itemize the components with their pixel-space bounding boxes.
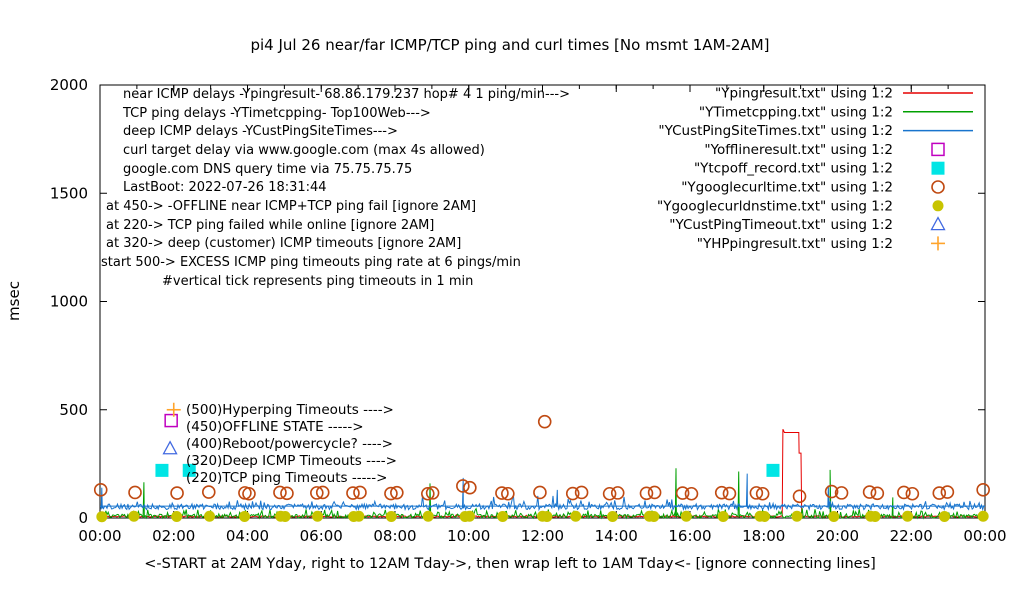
x-tick-label: 06:00 bbox=[300, 527, 343, 545]
legend-label: "YCustPingSiteTimes.txt" using 1:2 bbox=[658, 123, 893, 139]
note-line: LastBoot: 2022-07-26 18:31:44 bbox=[123, 180, 327, 195]
level-labels: (500)Hyperping Timeouts ---->(450)OFFLIN… bbox=[186, 402, 397, 486]
markers-Ytcpoff_record bbox=[155, 463, 780, 477]
markers-Ygooglecurltime bbox=[93, 414, 990, 504]
axes: 00:00 02:00 04:00 06:00 08:00 10:00 12:00 14:00… bbox=[50, 76, 1007, 545]
note-line: start 500-> EXCESS ICMP ping timeouts pi… bbox=[101, 255, 521, 270]
x-tick-label: 00:00 bbox=[78, 527, 121, 545]
legend-label: "Ygooglecurldnstime.txt" using 1:2 bbox=[657, 198, 893, 214]
level-label: (220)TCP ping Timeouts -----> bbox=[186, 470, 388, 486]
level-label: (500)Hyperping Timeouts ----> bbox=[186, 402, 394, 418]
y-tick-label: 0 bbox=[78, 509, 88, 527]
legend-label: "YCustPingTimeout.txt" using 1:2 bbox=[669, 217, 893, 233]
x-tick-label: 10:00 bbox=[447, 527, 490, 545]
x-tick-label: 12:00 bbox=[521, 527, 564, 545]
note-line: google.com DNS query time via 75.75.75.7… bbox=[123, 162, 412, 177]
x-tick-label: 22:00 bbox=[890, 527, 933, 545]
markers-YHPpingresult bbox=[166, 402, 181, 417]
x-axis-caption: <-START at 2AM Yday, right to 12AM Tday-… bbox=[144, 556, 876, 572]
x-tick-label: 04:00 bbox=[226, 527, 269, 545]
legend-label: "YTimetcpping.txt" using 1:2 bbox=[699, 104, 893, 120]
note-line: TCP ping delays -YTimetcpping- Top100Web… bbox=[122, 106, 431, 121]
legend: "Ypingresult.txt" using 1:2 "YTimetcpping… bbox=[657, 86, 973, 252]
y-tick-label: 1500 bbox=[50, 184, 88, 202]
level-label: (450)OFFLINE STATE -----> bbox=[186, 419, 364, 435]
x-tick-label: 08:00 bbox=[373, 527, 416, 545]
legend-label: "Ytcpoff_record.txt" using 1:2 bbox=[694, 161, 893, 177]
note-line: at 320-> deep (customer) ICMP timeouts [… bbox=[106, 236, 461, 251]
level-label: (400)Reboot/powercycle? ----> bbox=[186, 436, 393, 452]
markers-YCustPingTimeout bbox=[162, 440, 178, 455]
x-tick-label: 14:00 bbox=[595, 527, 638, 545]
note-line: #vertical tick represents ping timeouts … bbox=[162, 274, 473, 289]
note-line: near ICMP delays -Ypingresult- 68.86.179… bbox=[123, 87, 570, 102]
note-line: at 450-> -OFFLINE near ICMP+TCP ping fai… bbox=[106, 199, 476, 214]
note-line: at 220-> TCP ping failed while online [i… bbox=[106, 218, 434, 233]
legend-label: "Ypingresult.txt" using 1:2 bbox=[715, 86, 893, 102]
notes-block: near ICMP delays -Ypingresult- 68.86.179… bbox=[101, 87, 570, 289]
legend-label: "Ygooglecurltime.txt" using 1:2 bbox=[681, 180, 893, 196]
markers-Ygooglecurldnstime bbox=[96, 510, 989, 523]
x-tick-label: 02:00 bbox=[152, 527, 195, 545]
note-line: curl target delay via www.google.com (ma… bbox=[123, 143, 485, 158]
x-tick-label: 16:00 bbox=[668, 527, 711, 545]
note-line: deep ICMP delays -YCustPingSiteTimes---> bbox=[123, 124, 398, 139]
chart-title: pi4 Jul 26 near/far ICMP/TCP ping and cu… bbox=[250, 36, 770, 54]
legend-label: "Yofflineresult.txt" using 1:2 bbox=[704, 142, 893, 158]
markers-Yofflineresult bbox=[164, 413, 178, 428]
x-tick-label: 00:00 bbox=[963, 527, 1006, 545]
y-tick-label: 500 bbox=[59, 401, 88, 419]
series-YCustPingSiteTimes bbox=[100, 473, 986, 512]
y-tick-label: 1000 bbox=[50, 293, 88, 311]
level-label: (320)Deep ICMP Timeouts ----> bbox=[186, 453, 397, 469]
x-tick-label: 20:00 bbox=[816, 527, 859, 545]
y-tick-label: 2000 bbox=[50, 76, 88, 94]
x-tick-label: 18:00 bbox=[742, 527, 785, 545]
legend-label: "YHPpingresult.txt" using 1:2 bbox=[697, 236, 893, 252]
